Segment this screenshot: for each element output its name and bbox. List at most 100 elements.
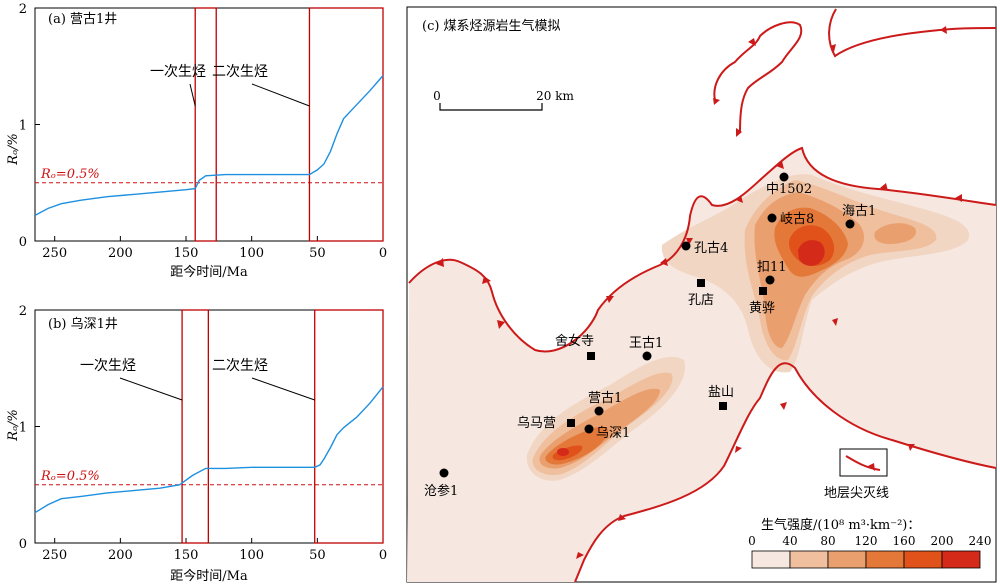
tooth <box>832 318 838 326</box>
intensity-tick-label: 160 <box>893 534 916 548</box>
tooth <box>748 38 756 46</box>
well-label: 孔古4 <box>694 241 728 256</box>
threshold-label: Rₒ=0.5% <box>40 167 100 182</box>
intensity-swatch <box>865 550 905 569</box>
pinch-legend-tooth <box>868 463 875 471</box>
scale-start: 0 <box>433 89 441 103</box>
chart-title: (b) 乌深1井 <box>48 316 118 332</box>
well-marker <box>767 213 777 223</box>
y-axis-label: Rₒ/% <box>6 133 21 166</box>
well-marker <box>642 351 652 361</box>
pinch-legend-box <box>839 448 888 477</box>
intensity-contours <box>526 174 970 481</box>
tooth <box>780 402 787 410</box>
pinch-line-north-2 <box>828 8 997 58</box>
well-label: 王古1 <box>629 336 663 351</box>
x-axis-label: 距今时间/Ma <box>170 568 248 584</box>
tooth <box>436 258 444 267</box>
x-tick-label: 50 <box>309 246 326 261</box>
tooth <box>482 276 491 284</box>
panel-c-gas-generation-map: (c) 煤系烃源岩生气模拟 <box>406 6 997 583</box>
well-label: 乌深1 <box>596 425 630 441</box>
panel-b-ro-chart: 250 200 150 100 50 0 0 1 2 Rₒ=0.5% 一次生烃 二次生烃 (b)… <box>6 304 387 584</box>
label-leader <box>189 83 196 107</box>
map-title: (c) 煤系烃源岩生气模拟 <box>422 18 561 34</box>
pinch-line-legend: 地层尖灭线 <box>824 448 889 501</box>
plot-frame <box>34 7 384 242</box>
town-label: 乌马营 <box>517 415 556 431</box>
intensity-swatch <box>827 550 867 569</box>
well-label: 岐古8 <box>780 212 814 227</box>
tooth <box>660 258 668 266</box>
pinch-line-north-1 <box>713 21 803 133</box>
label-leader <box>119 377 183 401</box>
scale-bar: 0 20 km <box>433 89 574 111</box>
tooth <box>606 296 614 303</box>
intensity-tick-label: 200 <box>931 534 954 548</box>
label-leader <box>251 377 315 401</box>
chart-title: (a) 营古1井 <box>48 12 117 27</box>
x-tick-label: 0 <box>379 246 387 261</box>
y-ticks: 0 1 2 <box>19 2 40 250</box>
towns: 孔店 黄骅 舍女寺 盐山 乌马营 <box>517 279 775 431</box>
town-label: 舍女寺 <box>555 333 594 349</box>
well-label: 中1502 <box>766 182 812 197</box>
y-tick-label: 0 <box>19 537 27 552</box>
x-tick-label: 100 <box>239 246 264 261</box>
tooth <box>736 128 742 137</box>
scale-end: 20 km <box>536 89 574 103</box>
x-tick-label: 250 <box>42 246 67 261</box>
intensity-tick-label: 240 <box>969 534 992 548</box>
generation-box <box>194 7 217 242</box>
generation-box <box>308 7 384 242</box>
intensity-tick-label: 80 <box>820 534 835 548</box>
well-marker <box>681 241 691 251</box>
x-tick-label: 250 <box>42 548 67 563</box>
generation-label: 二次生烃 <box>212 64 268 80</box>
x-ticks: 250 200 150 100 50 0 <box>42 538 387 563</box>
x-tick-label: 100 <box>239 548 264 563</box>
well-label: 沧参1 <box>424 483 458 499</box>
x-axis-label: 距今时间/Ma <box>170 264 248 280</box>
basin-pinch-line <box>408 146 997 353</box>
x-tick-label: 200 <box>108 548 133 563</box>
ro-curve <box>34 75 384 217</box>
intensity-tick-label: 0 <box>748 534 756 548</box>
pinch-legend-label: 地层尖灭线 <box>824 486 889 501</box>
generation-boxes: 一次生烃 二次生烃 <box>150 7 384 242</box>
intensity-swatch <box>751 550 791 569</box>
well-marker <box>584 424 594 434</box>
x-tick-label: 0 <box>379 548 387 563</box>
well-label: 海古1 <box>842 204 876 219</box>
y-tick-label: 0 <box>19 235 27 250</box>
x-tick-label: 200 <box>108 246 133 261</box>
y-axis-label: Rₒ/% <box>6 409 21 442</box>
x-tick-label: 50 <box>309 548 326 563</box>
generation-box <box>314 309 384 544</box>
contour-240-ne <box>798 240 825 266</box>
tooth <box>940 26 947 34</box>
tooth <box>497 320 505 329</box>
intensity-swatch <box>941 550 981 569</box>
y-tick-label: 1 <box>19 421 27 436</box>
tooth <box>736 195 743 203</box>
well-label: 营古1 <box>588 391 622 406</box>
y-tick-label: 2 <box>19 304 27 319</box>
panel-a-ro-chart: 250 200 150 100 50 0 0 1 2 Rₒ=0.5% 一次生烃 二次生烃 (a)… <box>6 2 387 280</box>
well-marker <box>594 406 604 416</box>
tooth <box>618 514 626 521</box>
label-leader <box>251 83 310 107</box>
well-marker <box>765 275 775 285</box>
tooth <box>880 183 888 191</box>
intensity-swatch <box>903 550 943 569</box>
pinch-line-teeth <box>436 26 962 559</box>
intensity-legend-swatches <box>751 550 981 569</box>
intensity-swatch <box>789 550 829 569</box>
plot-frame <box>34 309 384 544</box>
generation-boxes: 一次生烃 二次生烃 <box>80 309 384 544</box>
town-label: 孔店 <box>688 293 714 308</box>
x-tick-label: 150 <box>174 246 199 261</box>
well-marker <box>439 468 449 478</box>
tooth <box>576 552 584 559</box>
